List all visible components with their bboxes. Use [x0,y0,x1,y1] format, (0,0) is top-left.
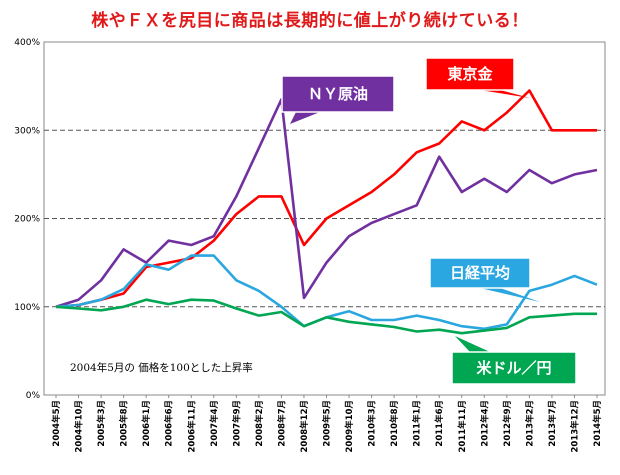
x-tick-label: 2013年7月 [547,400,558,447]
x-tick-label: 2007年9月 [231,400,242,447]
x-tick-label: 2013年2月 [524,400,535,447]
series-line-0 [55,89,597,309]
y-tick-label: 0% [26,391,41,401]
x-tick-label: 2011年1月 [412,400,423,447]
x-tick-label: 2005年3月 [96,400,107,447]
x-tick-label: 2010年3月 [367,400,378,447]
callout-pointer [480,90,530,98]
x-tick-label: 2012年4月 [479,400,490,447]
x-tick-label: 2013年12月 [569,400,580,453]
series-label: 東京金 [447,65,493,83]
x-tick-label: 2008年12月 [299,400,310,453]
series-line-3 [55,298,597,335]
x-tick-label: 2011年11月 [457,400,468,453]
callout-box [281,75,395,113]
x-tick-label: 2008年2月 [254,400,265,447]
y-tick-label: 200% [14,215,40,225]
x-tick-label: 2006年6月 [164,400,175,447]
x-tick-label: 2006年11月 [186,400,197,453]
callout-pointer [290,112,320,124]
series-label: ＮＹ原油 [308,85,368,103]
x-tick-label: 2011年6月 [434,400,445,447]
callout-pointer [455,336,490,352]
callout-pointer [480,288,540,302]
x-tick-label: 2006年1月 [141,400,152,447]
x-tick-label: 2010年8月 [389,400,400,447]
x-tick-label: 2007年4月 [209,400,220,447]
x-tick-label: 2009年5月 [322,400,333,447]
callout-box [425,57,515,91]
x-tick-label: 2009年10月 [344,400,355,453]
series-line-1 [55,98,598,309]
chart-title: 株やＦＸを尻目に商品は長期的に値上がり続けている！ [91,11,529,31]
x-tick-label: 2004年10月 [74,400,85,453]
y-tick-label: 100% [14,303,40,313]
callout-box [429,257,531,289]
callout-box [451,351,577,385]
y-tick-label: 300% [14,126,40,136]
y-tick-label: 400% [14,38,40,48]
chart-note: 2004年5月の 価格を100とした上昇率 [70,361,253,374]
x-tick-label: 2004年5月 [51,400,62,447]
x-tick-label: 2005年8月 [119,400,130,447]
x-tick-label: 2014年5月 [592,400,603,447]
x-tick-label: 2008年7月 [276,400,287,447]
x-tick-label: 2012年9月 [502,400,513,447]
series-label: 米ドル／円 [476,359,551,377]
series-label: 日経平均 [450,264,510,282]
